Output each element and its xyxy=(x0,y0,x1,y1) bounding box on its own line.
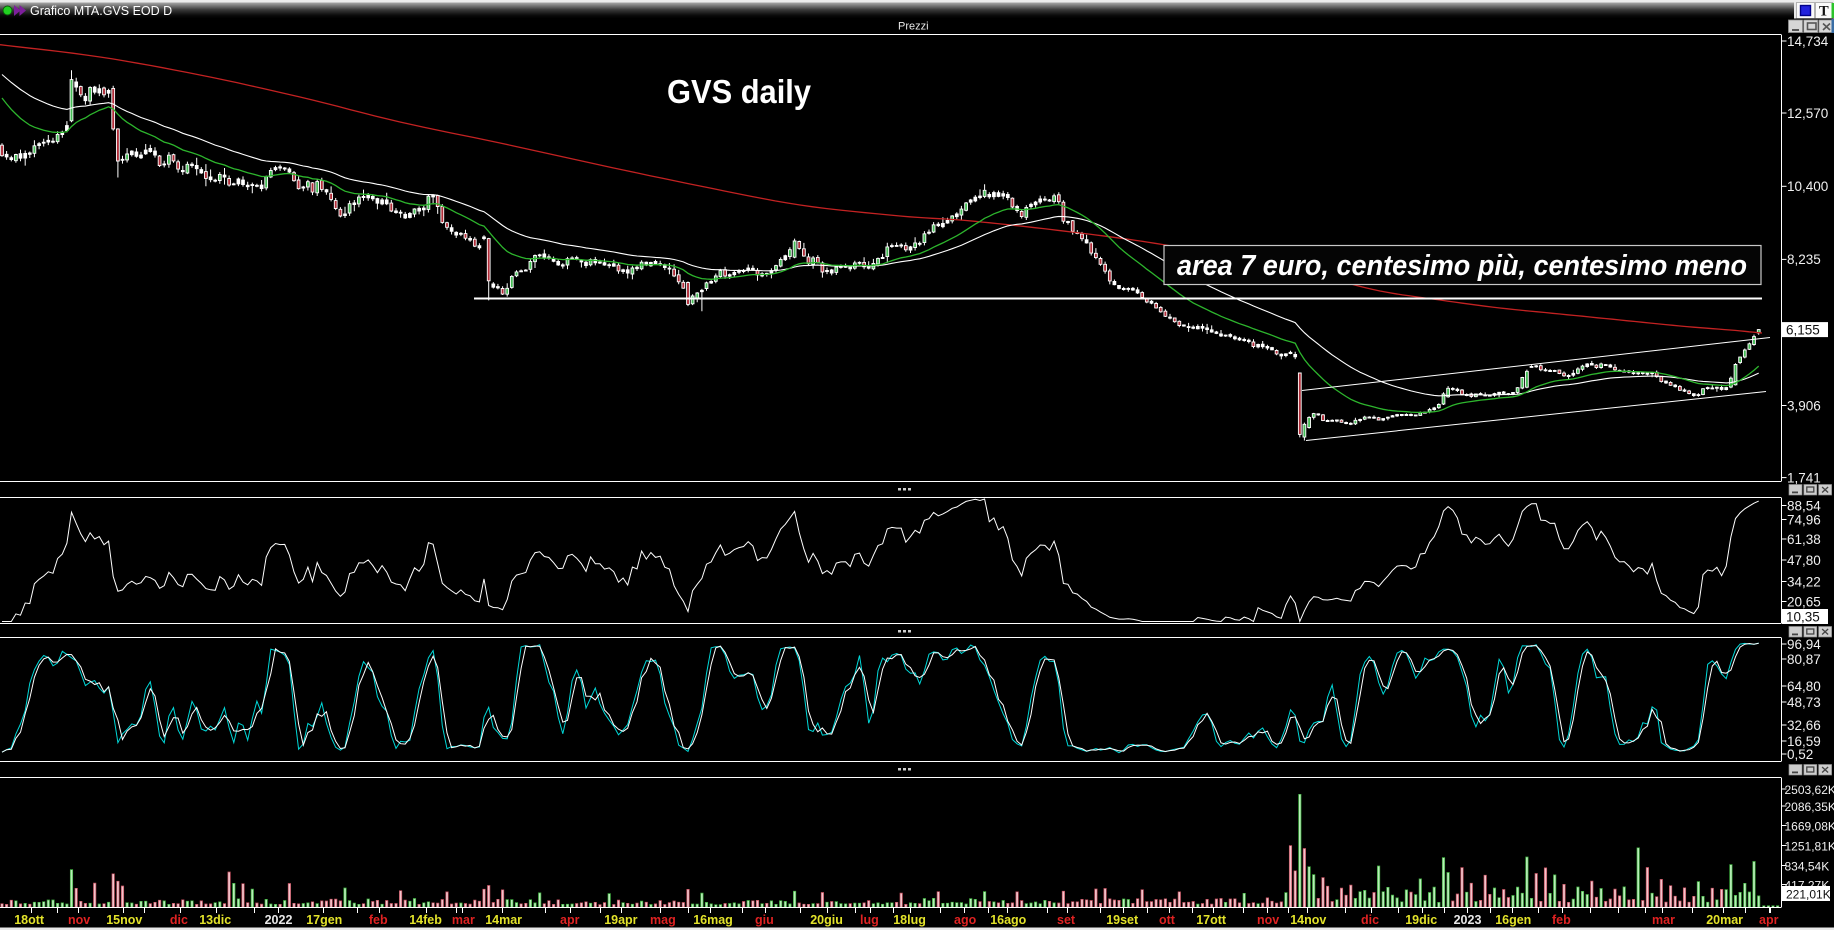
svg-text:feb: feb xyxy=(369,913,388,927)
svg-text:giu: giu xyxy=(755,913,774,927)
svg-text:1,741: 1,741 xyxy=(1787,470,1821,485)
svg-text:14nov: 14nov xyxy=(1290,913,1326,927)
svg-text:19dic: 19dic xyxy=(1405,913,1437,927)
svg-text:14feb: 14feb xyxy=(409,913,442,927)
svg-text:221,01K: 221,01K xyxy=(1786,887,1831,901)
svg-text:ott: ott xyxy=(1159,913,1176,927)
svg-text:2086,35K: 2086,35K xyxy=(1785,800,1834,814)
svg-text:mag: mag xyxy=(650,913,676,927)
svg-text:19apr: 19apr xyxy=(604,913,637,927)
svg-text:Grafico MTA.GVS EOD D: Grafico MTA.GVS EOD D xyxy=(30,4,172,18)
svg-text:2023: 2023 xyxy=(1454,913,1482,927)
svg-text:61,38: 61,38 xyxy=(1787,532,1821,547)
svg-text:3,906: 3,906 xyxy=(1787,398,1821,413)
svg-text:13dic: 13dic xyxy=(199,913,231,927)
svg-text:nov: nov xyxy=(1257,913,1279,927)
svg-text:48,73: 48,73 xyxy=(1787,695,1821,710)
svg-text:12,570: 12,570 xyxy=(1787,106,1828,121)
svg-text:15nov: 15nov xyxy=(106,913,142,927)
svg-text:18ott: 18ott xyxy=(14,913,45,927)
svg-text:18lug: 18lug xyxy=(893,913,926,927)
svg-text:10,400: 10,400 xyxy=(1787,179,1828,194)
svg-text:area 7 euro, centesimo più, ce: area 7 euro, centesimo più, centesimo me… xyxy=(1177,250,1747,282)
svg-text:2503,62K: 2503,62K xyxy=(1785,783,1834,797)
svg-text:Prezzi: Prezzi xyxy=(898,21,929,33)
svg-text:lug: lug xyxy=(860,913,879,927)
svg-text:32,66: 32,66 xyxy=(1787,718,1821,733)
svg-text:2022: 2022 xyxy=(265,913,293,927)
svg-text:GVS daily: GVS daily xyxy=(667,73,812,110)
svg-text:19set: 19set xyxy=(1106,913,1139,927)
svg-text:mar: mar xyxy=(1652,913,1675,927)
svg-text:34,22: 34,22 xyxy=(1787,574,1821,589)
svg-text:834,54K: 834,54K xyxy=(1785,859,1830,873)
svg-text:feb: feb xyxy=(1552,913,1571,927)
svg-text:17gen: 17gen xyxy=(306,913,342,927)
svg-text:apr: apr xyxy=(1759,913,1779,927)
svg-text:16ago: 16ago xyxy=(990,913,1026,927)
svg-text:dic: dic xyxy=(1361,913,1379,927)
svg-text:20,65: 20,65 xyxy=(1787,594,1821,609)
svg-text:apr: apr xyxy=(560,913,580,927)
svg-text:47,80: 47,80 xyxy=(1787,553,1821,568)
svg-text:96,94: 96,94 xyxy=(1787,637,1821,652)
svg-text:16,59: 16,59 xyxy=(1787,734,1821,749)
svg-text:14mar: 14mar xyxy=(485,913,522,927)
svg-text:20mar: 20mar xyxy=(1706,913,1743,927)
svg-text:1669,08K: 1669,08K xyxy=(1785,819,1834,833)
svg-text:17ott: 17ott xyxy=(1196,913,1227,927)
svg-text:nov: nov xyxy=(68,913,90,927)
svg-text:ago: ago xyxy=(954,913,977,927)
svg-text:mar: mar xyxy=(452,913,475,927)
svg-text:16gen: 16gen xyxy=(1495,913,1531,927)
svg-text:20giu: 20giu xyxy=(810,913,843,927)
svg-text:1251,81K: 1251,81K xyxy=(1785,839,1834,853)
svg-text:0,52: 0,52 xyxy=(1787,747,1813,762)
svg-text:88,54: 88,54 xyxy=(1787,498,1821,513)
svg-text:8,235: 8,235 xyxy=(1787,252,1821,267)
svg-text:16mag: 16mag xyxy=(693,913,733,927)
svg-text:74,96: 74,96 xyxy=(1787,512,1821,527)
svg-text:10,35: 10,35 xyxy=(1786,609,1820,624)
svg-text:64,80: 64,80 xyxy=(1787,679,1821,694)
svg-text:80,87: 80,87 xyxy=(1787,652,1821,667)
svg-text:set: set xyxy=(1057,913,1076,927)
svg-text:T: T xyxy=(1819,4,1829,20)
svg-text:dic: dic xyxy=(170,913,188,927)
svg-text:6,155: 6,155 xyxy=(1786,322,1820,337)
svg-text:14,734: 14,734 xyxy=(1787,34,1829,49)
